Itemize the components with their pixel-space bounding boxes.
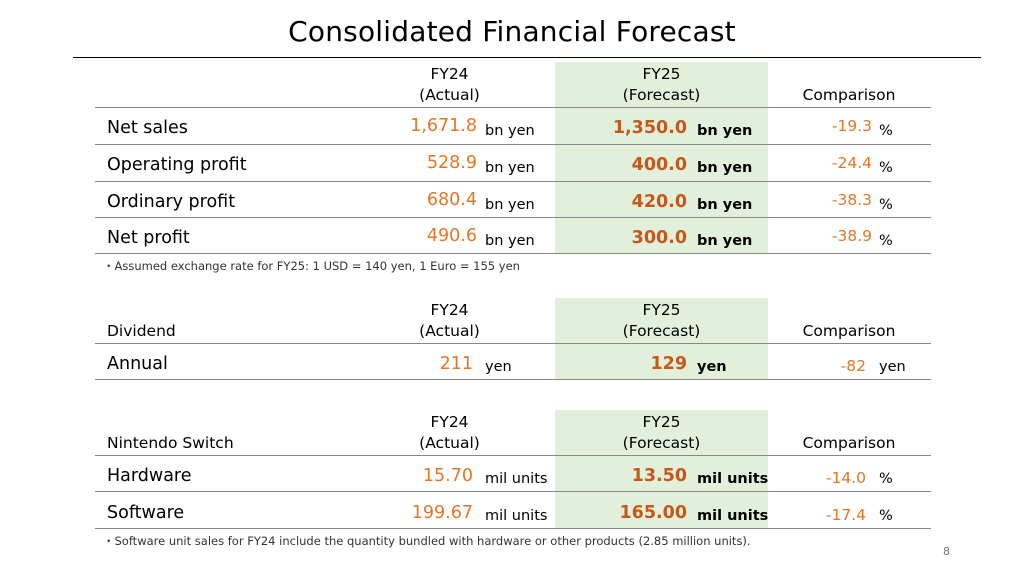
software-bundle-note: ・Software unit sales for FY24 include th… [103,534,751,548]
net-profit-forecast: 300.0 [631,228,687,248]
fy25-header-type: (Forecast) [622,86,701,104]
net-sales-forecast-unit: bn yen [697,123,753,139]
annual-dividend-forecast: 129 [650,354,687,374]
forecast-column-highlight [555,62,768,253]
fy24-header-type: (Actual) [419,434,480,452]
fy24-header-year: FY24 [430,65,469,83]
row-divider [95,491,931,492]
hardware-actual-unit: mil units [485,471,548,487]
fy25-header-year: FY25 [642,413,681,431]
comparison-header: Comparison [802,322,896,340]
net-profit-actual: 490.6 [426,226,477,246]
fy24-header-type: (Actual) [419,322,480,340]
net-sales-comparison-unit: % [879,123,893,139]
fy25-header-type: (Forecast) [622,434,701,452]
hardware-comparison: -14.0 [825,469,866,487]
fy25-header-year: FY25 [642,301,681,319]
row-label-net-sales: Net sales [107,118,188,138]
hardware-forecast-unit: mil units [697,471,769,487]
software-comparison: -17.4 [825,506,866,524]
ordinary-profit-actual: 680.4 [426,190,477,210]
page-title: Consolidated Financial Forecast [288,15,736,48]
forecast-column-highlight [555,410,768,528]
page-number: 8 [943,545,950,558]
annual-dividend-forecast-unit: yen [697,359,727,375]
net-profit-actual-unit: bn yen [485,233,535,249]
dividend-section-label: Dividend [107,322,176,340]
fy24-header-type: (Actual) [419,86,480,104]
row-label-ordinary-profit: Ordinary profit [107,192,236,212]
exchange-rate-note: ・Assumed exchange rate for FY25: 1 USD =… [103,259,520,273]
software-forecast: 165.00 [619,503,687,523]
hardware-actual: 15.70 [422,466,473,486]
ordinary-profit-comparison: -38.3 [831,191,872,209]
net-profit-comparison: -38.9 [831,227,872,245]
hardware-forecast: 13.50 [631,466,687,486]
net-sales-actual: 1,671.8 [410,116,477,136]
net-profit-forecast-unit: bn yen [697,233,753,249]
fy25-header-type: (Forecast) [622,322,701,340]
comparison-header: Comparison [802,434,896,452]
ordinary-profit-comparison-unit: % [879,197,893,213]
ordinary-profit-actual-unit: bn yen [485,197,535,213]
row-label-software: Software [107,503,185,523]
net-sales-forecast: 1,350.0 [612,118,687,138]
software-actual-unit: mil units [485,508,548,524]
switch-section-label: Nintendo Switch [107,434,234,452]
comparison-header: Comparison [802,86,896,104]
row-label-annual: Annual [107,354,168,374]
row-label-hardware: Hardware [107,466,192,486]
row-divider [95,343,931,344]
operating-profit-forecast-unit: bn yen [697,160,753,176]
software-actual: 199.67 [411,503,473,523]
software-forecast-unit: mil units [697,508,769,524]
row-label-operating-profit: Operating profit [107,155,247,175]
fy24-header-year: FY24 [430,301,469,319]
software-comparison-unit: % [879,508,893,524]
operating-profit-actual-unit: bn yen [485,160,535,176]
operating-profit-forecast: 400.0 [631,155,687,175]
row-divider [95,253,931,254]
row-divider [95,455,931,456]
forecast-column-highlight [555,298,768,379]
ordinary-profit-forecast-unit: bn yen [697,197,753,213]
row-divider [95,528,931,529]
fy24-header-year: FY24 [430,413,469,431]
operating-profit-comparison: -24.4 [831,154,872,172]
operating-profit-comparison-unit: % [879,160,893,176]
row-label-net-profit: Net profit [107,228,190,248]
annual-dividend-comparison: -82 [840,357,866,375]
fy25-header-year: FY25 [642,65,681,83]
row-divider [95,144,931,145]
ordinary-profit-forecast: 420.0 [631,192,687,212]
row-divider [95,217,931,218]
operating-profit-actual: 528.9 [426,153,477,173]
hardware-comparison-unit: % [879,471,893,487]
annual-dividend-comparison-unit: yen [879,359,906,375]
net-sales-comparison: -19.3 [831,117,872,135]
annual-dividend-actual: 211 [439,354,473,374]
row-divider [95,107,931,108]
annual-dividend-actual-unit: yen [485,359,512,375]
row-divider [95,379,931,380]
net-profit-comparison-unit: % [879,233,893,249]
title-divider [73,57,981,58]
row-divider [95,181,931,182]
net-sales-actual-unit: bn yen [485,123,535,139]
